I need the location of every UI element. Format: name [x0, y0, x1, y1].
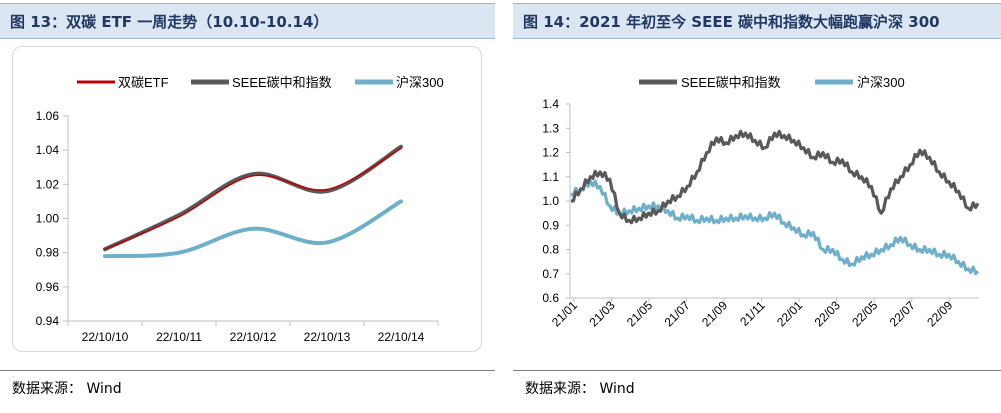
x-tick-label: 21/07	[662, 298, 693, 329]
x-tick-label: 22/10/13	[304, 330, 351, 344]
right-source-text: 数据来源： Wind	[525, 381, 635, 397]
x-tick-label: 21/11	[737, 298, 768, 329]
x-tick-label: 22/10/11	[156, 330, 202, 344]
series-line-1	[570, 129, 980, 225]
right-figure-title: 图 14：2021 年初至今 SEEE 碳中和指数大幅跑赢沪深 300	[523, 13, 940, 31]
y-tick-label: 1.00	[36, 212, 60, 226]
y-tick-label: 1.2	[542, 146, 559, 160]
left-figure-panel: 图 13：双碳 ETF 一周走势（10.10-10.14） 0.94 0.96 0.…	[0, 0, 495, 413]
y-tick-label: 0.7	[542, 267, 559, 281]
legend-label-2: 沪深300	[857, 75, 905, 90]
left-figure-header: 图 13：双碳 ETF 一周走势（10.10-10.14）	[0, 3, 495, 39]
y-tick-label: 0.96	[36, 280, 60, 294]
x-tick-label: 22/05	[849, 298, 880, 329]
y-tick-label: 1.0	[542, 194, 559, 208]
etf-weekly-chart: 0.94 0.96 0.98 1.00 1.02 1.04 1.06 22/10/10 22/1…	[12, 46, 482, 352]
left-source-divider	[0, 370, 495, 371]
y-tick-label: 0.8	[542, 243, 559, 257]
series-line-2	[103, 144, 403, 252]
y-tick-label: 1.02	[36, 177, 60, 191]
x-tick-label: 21/03	[587, 298, 618, 329]
y-tick-label: 1.04	[36, 143, 60, 157]
right-figure-panel: 图 14：2021 年初至今 SEEE 碳中和指数大幅跑赢沪深 300 0.6 0…	[513, 0, 1001, 413]
series-line-1	[104, 147, 402, 250]
y-tick-label: 1.4	[542, 97, 559, 111]
legend-label-2: SEEE碳中和指数	[232, 75, 332, 90]
series-line-2	[570, 179, 980, 276]
left-figure-title: 图 13：双碳 ETF 一周走势（10.10-10.14）	[10, 13, 329, 31]
y-tick-label: 1.06	[36, 109, 60, 123]
x-tick-label: 22/10/10	[82, 330, 129, 344]
y-tick-label: 0.9	[542, 218, 559, 232]
x-tick-label: 22/01	[774, 298, 805, 329]
x-tick-label: 22/10/14	[378, 330, 425, 344]
series-line-3	[103, 199, 403, 259]
y-tick-label: 0.94	[36, 314, 60, 328]
legend-label-3: 沪深300	[396, 75, 444, 90]
y-tick-label: 1.1	[542, 170, 559, 184]
x-tick-label: 22/10/12	[230, 330, 277, 344]
index-comparison-chart: 0.6 0.7 0.8 0.9 1.0 1.1 1.2 1.3 1.4 21/01 21/03 21/…	[513, 46, 1001, 362]
legend-label-1: SEEE碳中和指数	[681, 75, 781, 90]
etf-weekly-chart-svg: 0.94 0.96 0.98 1.00 1.02 1.04 1.06 22/10/10 22/1…	[36, 75, 444, 344]
right-figure-header: 图 14：2021 年初至今 SEEE 碳中和指数大幅跑赢沪深 300	[513, 3, 1001, 39]
y-tick-label: 0.98	[36, 246, 60, 260]
x-tick-label: 22/07	[887, 298, 918, 329]
x-tick-label: 22/09	[924, 298, 955, 329]
x-tick-label: 22/03	[812, 298, 843, 329]
legend-label-1: 双碳ETF	[118, 75, 169, 90]
index-comparison-chart-svg: 0.60.70.80.91.01.11.21.31.421/01 21/03 21/…	[542, 75, 980, 329]
y-tick-label: 0.6	[542, 291, 559, 305]
right-source-divider	[513, 370, 1001, 371]
left-source-text: 数据来源： Wind	[12, 381, 122, 397]
x-tick-label: 21/09	[699, 298, 730, 329]
x-tick-label: 21/05	[624, 298, 655, 329]
y-tick-label: 1.3	[542, 121, 559, 135]
